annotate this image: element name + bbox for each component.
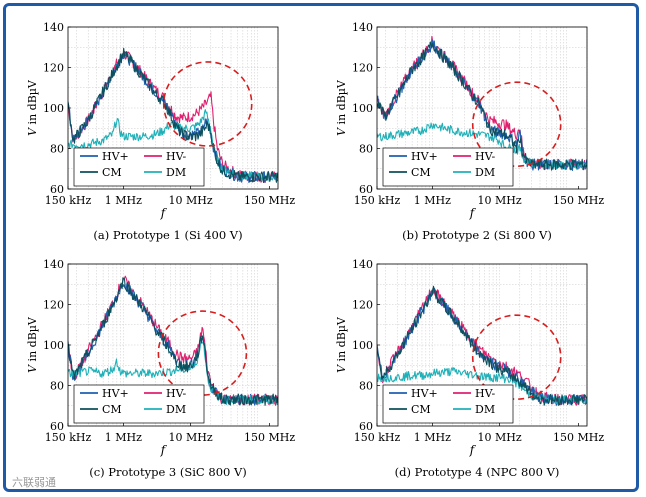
x-tick-label: 150 MHz — [244, 431, 295, 444]
y-tick-label: 60 — [50, 183, 64, 196]
legend-label: HV+ — [102, 387, 129, 400]
highlight-circle — [471, 81, 562, 167]
legend-label: CM — [102, 166, 122, 179]
series-line-cm — [377, 285, 587, 406]
y-tick-label: 80 — [359, 380, 373, 393]
chart-panel-2: 60 80 100 120 140 150 kHz 1 MHz 10 MHz 150 MHz f V… — [335, 21, 604, 242]
legend: HV+ HV- CM DM — [382, 147, 514, 187]
series-line-cm — [377, 41, 587, 171]
legend-label: HV+ — [411, 387, 438, 400]
legend-box — [382, 384, 514, 424]
legend-box — [382, 147, 514, 187]
legend-box — [73, 384, 205, 424]
y-tick-label: 80 — [50, 380, 64, 393]
y-axis-label: V in dBµV — [335, 316, 348, 373]
legend-label: DM — [166, 166, 186, 179]
y-tick-label: 120 — [352, 299, 373, 312]
legend-label: HV- — [475, 150, 496, 163]
y-axis-label: V in dBµV — [26, 79, 39, 136]
series-line-cm — [68, 277, 278, 406]
chart-caption: (a) Prototype 1 (Si 400 V) — [93, 228, 242, 242]
x-tick-label: 1 MHz — [105, 194, 142, 207]
x-axis-label: f — [469, 206, 477, 220]
x-tick-label: 150 MHz — [553, 194, 604, 207]
legend-label: HV+ — [102, 150, 129, 163]
legend-label: HV- — [166, 387, 187, 400]
legend-box — [73, 147, 205, 187]
legend: HV+ HV- CM DM — [73, 384, 205, 424]
chart-caption: (c) Prototype 3 (SiC 800 V) — [89, 465, 247, 479]
y-tick-label: 60 — [359, 183, 373, 196]
highlight-circle — [162, 61, 253, 147]
x-tick-label: 1 MHz — [414, 431, 451, 444]
series-line-hvplus — [68, 282, 278, 406]
x-tick-label: 150 kHz — [354, 194, 401, 207]
y-tick-label: 140 — [43, 258, 64, 271]
y-tick-label: 140 — [352, 21, 373, 34]
legend-label: CM — [411, 403, 431, 416]
series-line-hvplus — [377, 287, 587, 406]
x-tick-label: 1 MHz — [414, 194, 451, 207]
y-tick-label: 60 — [50, 420, 64, 433]
chart-panel-1: 60 80 100 120 140 150 kHz 1 MHz 10 MHz 150 MHz f V… — [26, 21, 295, 242]
x-tick-label: 10 MHz — [168, 194, 212, 207]
x-tick-label: 150 MHz — [553, 431, 604, 444]
series-line-cm — [68, 47, 278, 184]
y-tick-label: 120 — [352, 62, 373, 75]
y-axis-label: V in dBµV — [335, 79, 348, 136]
y-tick-label: 100 — [352, 339, 373, 352]
legend-label: DM — [475, 166, 495, 179]
series-group — [377, 35, 587, 171]
x-axis-label: f — [160, 206, 168, 220]
legend: HV+ HV- CM DM — [73, 147, 205, 187]
y-tick-label: 120 — [43, 299, 64, 312]
series-group — [68, 47, 278, 184]
y-tick-label: 80 — [50, 143, 64, 156]
series-group — [68, 275, 278, 406]
legend-label: CM — [411, 166, 431, 179]
x-axis-label: f — [160, 443, 168, 457]
y-axis-label: V in dBµV — [26, 316, 39, 373]
x-tick-label: 150 kHz — [45, 431, 92, 444]
y-tick-label: 120 — [43, 62, 64, 75]
y-tick-label: 140 — [352, 258, 373, 271]
x-tick-label: 150 kHz — [354, 431, 401, 444]
y-tick-label: 80 — [359, 143, 373, 156]
y-tick-label: 140 — [43, 21, 64, 34]
highlight-circle — [471, 314, 562, 400]
x-tick-label: 150 MHz — [244, 194, 295, 207]
y-tick-label: 100 — [43, 102, 64, 115]
legend-label: HV+ — [411, 150, 438, 163]
series-group — [377, 285, 587, 406]
x-tick-label: 10 MHz — [477, 194, 521, 207]
legend: HV+ HV- CM DM — [382, 384, 514, 424]
y-tick-label: 60 — [359, 420, 373, 433]
highlight-circle — [157, 310, 248, 396]
chart-panel-4: 60 80 100 120 140 150 kHz 1 MHz 10 MHz 150 MHz f V… — [335, 258, 604, 479]
chart-panel-3: 60 80 100 120 140 150 kHz 1 MHz 10 MHz 150 MHz f V… — [26, 258, 295, 479]
x-tick-label: 10 MHz — [477, 431, 521, 444]
x-axis-label: f — [469, 443, 477, 457]
y-tick-label: 100 — [43, 339, 64, 352]
x-tick-label: 10 MHz — [168, 431, 212, 444]
legend-label: CM — [102, 403, 122, 416]
legend-label: DM — [166, 403, 186, 416]
chart-caption: (b) Prototype 2 (Si 800 V) — [402, 228, 552, 242]
legend-label: HV- — [166, 150, 187, 163]
x-tick-label: 1 MHz — [105, 431, 142, 444]
legend-label: HV- — [475, 387, 496, 400]
watermark-text: 六联弱通 — [12, 476, 56, 489]
chart-caption: (d) Prototype 4 (NPC 800 V) — [395, 465, 560, 479]
x-tick-label: 150 kHz — [45, 194, 92, 207]
legend-label: DM — [475, 403, 495, 416]
series-line-dm — [68, 340, 278, 405]
y-tick-label: 100 — [352, 102, 373, 115]
